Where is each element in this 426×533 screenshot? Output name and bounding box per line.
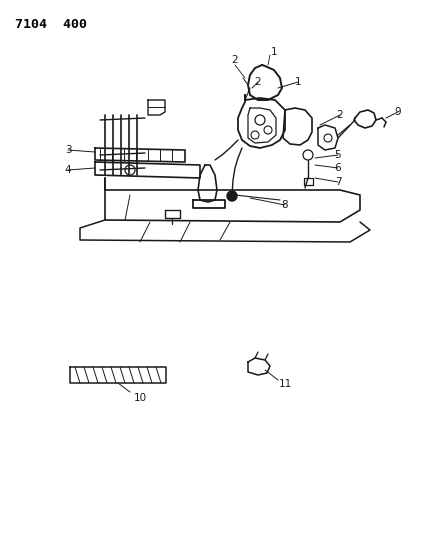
Text: 4: 4 xyxy=(64,165,71,175)
Text: 9: 9 xyxy=(394,107,400,117)
Text: 2: 2 xyxy=(231,55,238,65)
Circle shape xyxy=(227,191,236,201)
Text: 1: 1 xyxy=(270,47,276,57)
Text: 2: 2 xyxy=(254,77,261,87)
Text: 2: 2 xyxy=(336,110,343,120)
Text: 7: 7 xyxy=(334,177,340,187)
Text: 3: 3 xyxy=(64,145,71,155)
Text: 11: 11 xyxy=(278,379,291,389)
Text: 7104  400: 7104 400 xyxy=(15,18,87,31)
Text: 6: 6 xyxy=(334,163,340,173)
Text: 1: 1 xyxy=(294,77,301,87)
Text: 10: 10 xyxy=(133,393,146,403)
Text: 8: 8 xyxy=(281,200,288,210)
Text: 5: 5 xyxy=(334,150,340,160)
